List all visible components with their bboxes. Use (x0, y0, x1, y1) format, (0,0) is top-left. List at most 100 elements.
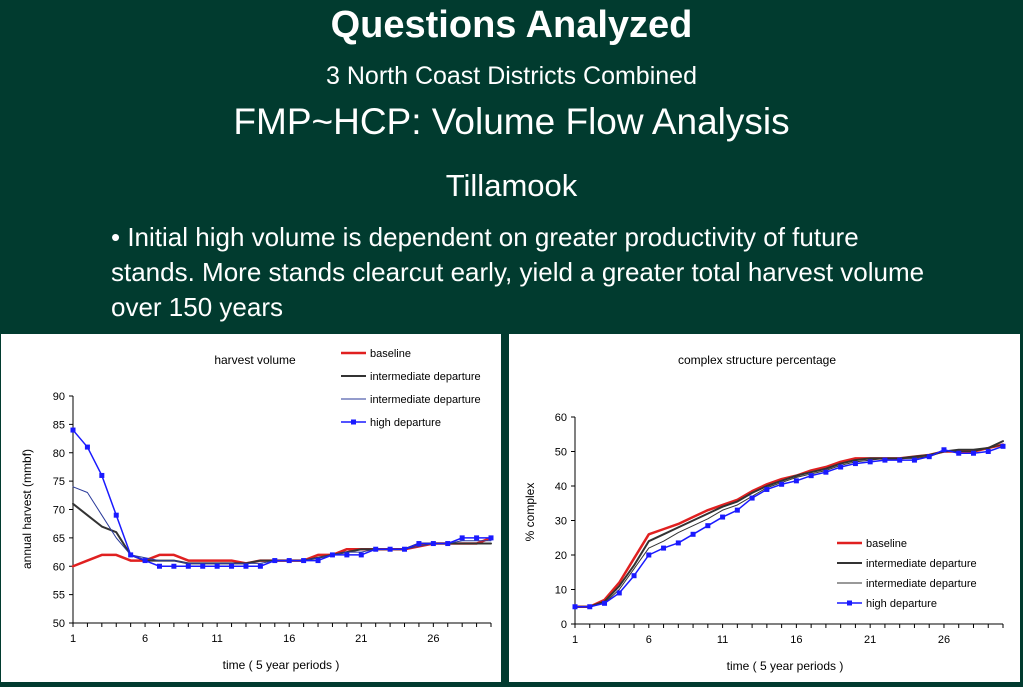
data-point-marker (84, 444, 90, 450)
series-line-1 (71, 536, 493, 568)
x-tick-label: 16 (790, 634, 802, 646)
y-tick-label: 10 (555, 585, 567, 597)
legend-label: high departure (370, 417, 441, 429)
x-tick-label: 11 (211, 633, 222, 645)
legend-label: baseline (370, 348, 411, 360)
data-point-marker (488, 535, 494, 541)
series-line-4 (72, 429, 492, 567)
y-tick-label: 80 (53, 448, 65, 460)
y-tick-label: 50 (53, 618, 65, 630)
data-point-marker (867, 459, 873, 465)
data-point-marker (720, 514, 726, 520)
data-point-marker (315, 558, 321, 564)
data-point-marker (631, 573, 637, 579)
x-tick-label: 11 (717, 634, 728, 646)
data-point-marker (690, 531, 696, 537)
data-point-marker (926, 454, 932, 460)
legend-label: baseline (866, 538, 907, 550)
y-axis-label: % complex (523, 483, 537, 542)
data-point-marker (602, 600, 608, 606)
x-tick-label: 16 (283, 633, 295, 645)
y-tick-label: 30 (555, 516, 567, 528)
slide-subtitle-districts: 3 North Coast Districts Combined (326, 62, 697, 90)
data-point-marker (985, 449, 991, 454)
data-point-marker (616, 590, 622, 596)
data-point-marker (171, 563, 177, 569)
y-tick-label: 60 (53, 561, 65, 573)
y-tick-label: 20 (555, 550, 567, 562)
y-tick-label: 50 (555, 447, 567, 459)
legend-label: high departure (866, 598, 937, 610)
bullet-point: • Initial high volume is dependent on gr… (111, 222, 925, 322)
data-point-marker (156, 563, 162, 569)
chart-title: complex structure percentage (678, 353, 836, 367)
complex-structure-chart: complex structure percentage 0 10 20 30 40 50 6… (523, 353, 1006, 673)
data-point-marker (911, 457, 917, 463)
data-point-marker (358, 552, 364, 558)
series-line-2 (72, 502, 492, 565)
data-point-marker (70, 427, 76, 433)
data-point-marker (142, 558, 148, 564)
chart-title: harvest volume (214, 353, 296, 367)
data-point-marker (272, 558, 278, 564)
legend-label: intermediate departure (370, 394, 481, 406)
data-point-marker (705, 523, 711, 529)
data-point-marker (808, 473, 814, 479)
data-point-marker (838, 464, 844, 470)
x-axis-label: time ( 5 year periods ) (727, 659, 844, 673)
data-point-marker (661, 545, 667, 551)
x-tick-label: 26 (427, 633, 439, 645)
legend-label: intermediate departure (370, 371, 481, 383)
x-tick-label: 1 (572, 634, 578, 646)
y-tick-label: 65 (53, 533, 65, 545)
data-point-marker (286, 558, 292, 564)
data-point-marker (779, 481, 785, 487)
y-axis-label: annual harvest (mmbf) (20, 449, 34, 569)
y-tick-label: 70 (53, 505, 65, 517)
data-point-marker (430, 541, 436, 547)
data-point-marker (646, 552, 652, 558)
y-tick-label: 55 (53, 590, 65, 602)
data-point-marker (823, 469, 829, 475)
data-point-marker (970, 450, 976, 456)
data-point-marker (734, 507, 740, 513)
y-tick-label: 0 (561, 619, 567, 631)
data-point-marker (243, 563, 249, 569)
data-point-marker (587, 604, 593, 610)
data-point-marker (1000, 443, 1006, 449)
data-point-marker (214, 563, 220, 569)
data-point-marker (459, 535, 465, 541)
data-point-marker (373, 546, 379, 552)
x-tick-label: 1 (70, 633, 76, 645)
data-point-marker (301, 558, 307, 564)
x-tick-label: 21 (864, 634, 876, 646)
slide-subtitle-analysis: FMP~HCP: Volume Flow Analysis (233, 101, 790, 142)
slide-title: Questions Analyzed (330, 4, 693, 46)
legend-label: intermediate departure (866, 558, 977, 570)
x-tick-label: 6 (142, 633, 148, 645)
data-point-marker (257, 563, 263, 569)
data-point-marker (764, 486, 770, 492)
series-line-3 (72, 486, 492, 564)
legend-marker (847, 600, 852, 606)
data-point-marker (128, 552, 134, 558)
data-point-marker (402, 546, 408, 552)
data-point-marker (793, 478, 799, 484)
y-tick-label: 90 (53, 391, 65, 403)
data-point-marker (941, 447, 947, 453)
data-point-marker (956, 450, 962, 456)
x-tick-label: 26 (938, 634, 950, 646)
data-point-marker (675, 540, 681, 546)
y-tick-label: 60 (555, 412, 567, 424)
harvest-volume-chart-panel: harvest volume 50 55 60 65 70 75 80 85 90 1 6 11 16 21… (1, 334, 501, 682)
data-point-marker (229, 563, 235, 569)
data-point-marker (99, 472, 105, 478)
x-axis-label: time ( 5 year periods ) (223, 658, 340, 672)
data-point-marker (882, 457, 888, 463)
data-point-marker (113, 512, 119, 518)
data-point-marker (749, 495, 755, 501)
data-point-marker (185, 563, 191, 569)
data-point-marker (387, 546, 393, 552)
data-point-marker (474, 535, 480, 541)
data-point-marker (200, 563, 206, 569)
